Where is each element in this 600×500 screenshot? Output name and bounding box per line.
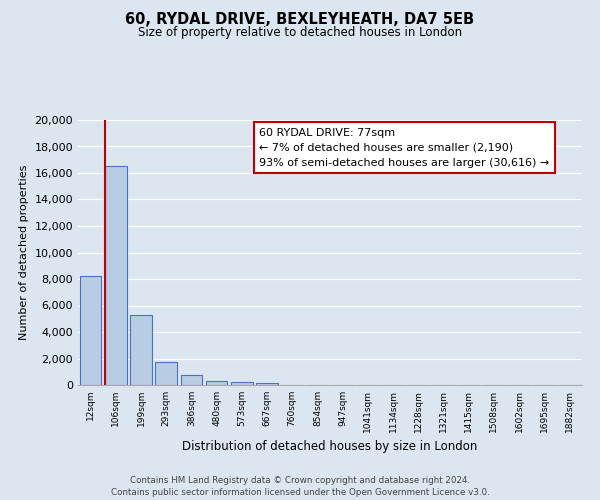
Bar — [80, 276, 101, 385]
Text: 60 RYDAL DRIVE: 77sqm
← 7% of detached houses are smaller (2,190)
93% of semi-de: 60 RYDAL DRIVE: 77sqm ← 7% of detached h… — [259, 128, 550, 168]
Text: Size of property relative to detached houses in London: Size of property relative to detached ho… — [138, 26, 462, 39]
Bar — [206, 381, 227, 385]
Bar — [155, 362, 177, 385]
Text: Contains public sector information licensed under the Open Government Licence v3: Contains public sector information licen… — [110, 488, 490, 497]
Bar — [256, 383, 278, 385]
Bar — [231, 382, 253, 385]
Text: 60, RYDAL DRIVE, BEXLEYHEATH, DA7 5EB: 60, RYDAL DRIVE, BEXLEYHEATH, DA7 5EB — [125, 12, 475, 28]
Bar — [181, 375, 202, 385]
Bar — [130, 315, 152, 385]
X-axis label: Distribution of detached houses by size in London: Distribution of detached houses by size … — [182, 440, 478, 454]
Text: Contains HM Land Registry data © Crown copyright and database right 2024.: Contains HM Land Registry data © Crown c… — [130, 476, 470, 485]
Bar — [105, 166, 127, 385]
Y-axis label: Number of detached properties: Number of detached properties — [19, 165, 29, 340]
